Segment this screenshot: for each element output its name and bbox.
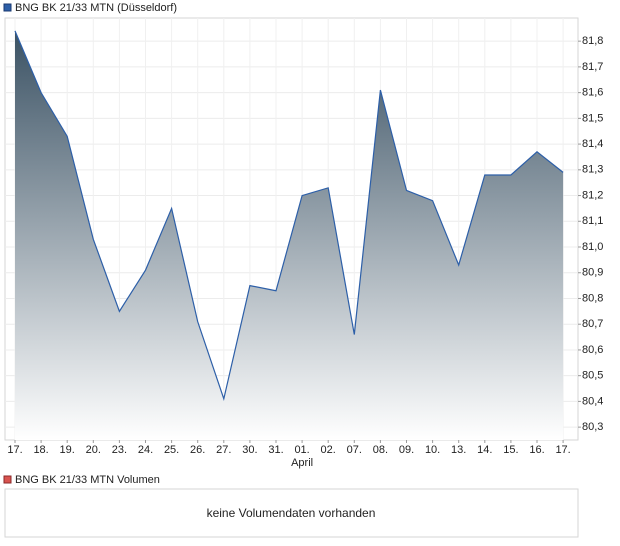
- x-tick-label: 14.: [477, 444, 492, 456]
- y-tick-label: 81,7: [582, 61, 603, 73]
- y-tick-label: 80,6: [582, 344, 603, 356]
- line: [14, 30, 564, 402]
- y-tick-label: 81,8: [582, 35, 603, 47]
- x-tick-label: 24.: [138, 444, 153, 456]
- x-tick-label: 17.: [555, 444, 570, 456]
- legend-swatch: [3, 475, 12, 484]
- x-tick-label: 18.: [33, 444, 48, 456]
- volume-message: keine Volumendaten vorhanden: [207, 506, 376, 520]
- y-tick-label: 80,8: [582, 292, 603, 304]
- x-tick-label: 01.: [294, 444, 309, 456]
- x-tick-label: 15.: [503, 444, 518, 456]
- y-tick-label: 80,3: [582, 421, 603, 433]
- chart-title: BNG BK 21/33 MTN (Düsseldorf): [15, 2, 177, 14]
- x-tick-label: 10.: [425, 444, 440, 456]
- x-tick-label: 02.: [321, 444, 336, 456]
- x-tick-label: 09.: [399, 444, 414, 456]
- y-tick-label: 80,7: [582, 318, 603, 330]
- y-tick-label: 80,9: [582, 267, 603, 279]
- y-tick-label: 81,6: [582, 87, 603, 99]
- x-tick-label: 17.: [7, 444, 22, 456]
- x-tick-label: 19.: [60, 444, 75, 456]
- x-tick-label: 23.: [112, 444, 127, 456]
- x-tick-label: 08.: [373, 444, 388, 456]
- x-month-label: April: [291, 457, 313, 469]
- y-tick-label: 81,2: [582, 189, 603, 201]
- y-tick-label: 81,5: [582, 112, 603, 124]
- x-tick-label: 20.: [86, 444, 101, 456]
- x-tick-label: 31.: [268, 444, 283, 456]
- x-tick-label: 30.: [242, 444, 257, 456]
- x-tick-label: 13.: [451, 444, 466, 456]
- x-tick-label: 27.: [216, 444, 231, 456]
- x-tick-label: 26.: [190, 444, 205, 456]
- x-tick-label: 07.: [347, 444, 362, 456]
- legend-swatch: [3, 3, 12, 12]
- volume-title: BNG BK 21/33 MTN Volumen: [15, 474, 160, 486]
- volume-frame: [4, 488, 579, 538]
- y-tick-label: 81,0: [582, 241, 603, 253]
- y-tick-label: 81,4: [582, 138, 603, 150]
- area: [15, 30, 564, 441]
- y-tick-label: 80,4: [582, 395, 603, 407]
- x-tick-label: 16.: [529, 444, 544, 456]
- y-tick-label: 80,5: [582, 370, 603, 382]
- x-tick-label: 25.: [164, 444, 179, 456]
- y-tick-label: 81,3: [582, 164, 603, 176]
- y-tick-label: 81,1: [582, 215, 603, 227]
